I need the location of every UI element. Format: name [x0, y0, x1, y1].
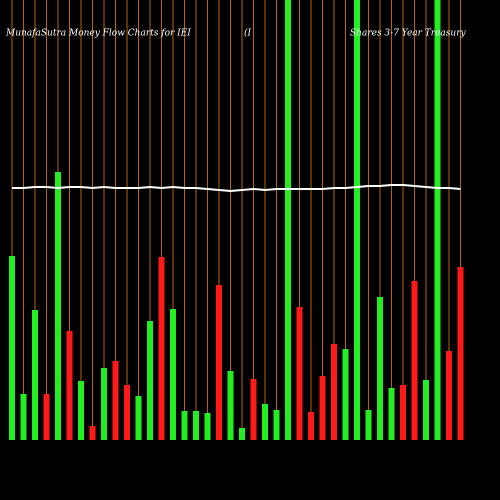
bar: [216, 285, 222, 440]
chart-title-part: (I: [244, 28, 252, 39]
bar: [227, 371, 234, 440]
bar: [319, 376, 326, 440]
bar: [285, 0, 291, 440]
bar: [147, 321, 153, 440]
bar: [78, 381, 84, 440]
bar: [55, 172, 61, 440]
price-line: [12, 184, 461, 193]
bar: [273, 410, 280, 440]
bar: [43, 394, 50, 440]
bar: [204, 413, 211, 440]
bar: [32, 310, 38, 440]
bar: [365, 410, 372, 440]
bar: [331, 344, 337, 440]
bar: [170, 309, 176, 440]
bar: [66, 331, 73, 440]
bar: [434, 0, 441, 440]
bar: [388, 388, 395, 440]
bar: [193, 411, 199, 440]
chart-title-part: Shares 3-7 Year Treasury: [350, 29, 467, 39]
bar: [411, 281, 418, 440]
bar: [296, 307, 303, 440]
bar: [89, 426, 96, 440]
bar: [308, 412, 314, 440]
bar: [158, 257, 165, 440]
bar: [457, 267, 464, 440]
bar: [423, 380, 429, 440]
bar: [354, 0, 360, 440]
bar: [112, 361, 119, 440]
bar: [400, 385, 406, 440]
bar: [239, 428, 245, 440]
bar: [9, 256, 15, 440]
bar: [446, 351, 452, 440]
bar: [135, 396, 142, 440]
bar: [377, 297, 383, 440]
bar: [342, 349, 349, 440]
bar: [124, 385, 130, 440]
chart-title: MunafaSutra Money Flow Charts for IEI: [5, 29, 191, 39]
bar: [250, 379, 257, 440]
bar: [181, 411, 188, 440]
bar: [262, 404, 268, 440]
bar: [20, 394, 27, 440]
bar: [101, 368, 107, 440]
bars: [9, 0, 464, 440]
